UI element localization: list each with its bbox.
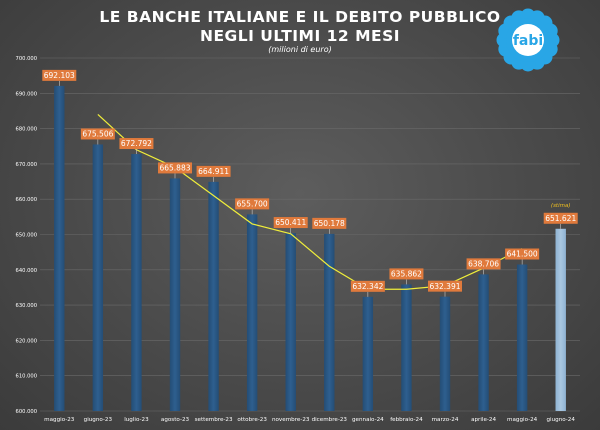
data-label: 665.883 [159, 164, 190, 173]
data-label-box [350, 280, 385, 292]
x-tick-label: maggio-24 [507, 417, 538, 423]
bar [131, 154, 142, 411]
data-label-box [158, 162, 192, 174]
bar [401, 284, 412, 411]
chart-title-line-1: LE BANCHE ITALIANE E IL DEBITO PUBBLICO [99, 8, 501, 26]
x-tick-label: agosto-23 [161, 417, 190, 423]
x-tick-label: febbraio-24 [390, 417, 423, 423]
data-label: 664.911 [198, 167, 229, 176]
bar [362, 296, 374, 411]
y-tick-label: 670.000 [16, 162, 37, 168]
data-label: 650.178 [314, 219, 345, 228]
x-tick-label: marzo-24 [432, 417, 459, 423]
bar [555, 228, 566, 411]
data-label-box [428, 280, 462, 292]
data-label-box [312, 217, 347, 229]
x-tick-label: dicembre-23 [312, 417, 348, 423]
x-tick-label: gennaio-24 [352, 417, 384, 423]
data-label-box [505, 248, 540, 260]
trend-line [97, 114, 523, 290]
fabi-logo: fabi [496, 8, 560, 72]
y-tick-label: 650.000 [16, 233, 37, 239]
data-label: 675.506 [82, 130, 113, 139]
x-tick-label: novembre-23 [272, 417, 310, 423]
data-label: 650.411 [275, 218, 306, 227]
x-tick-label: aprile-24 [471, 417, 496, 423]
y-tick-label: 600.000 [16, 409, 37, 415]
data-label: 655.700 [237, 200, 268, 209]
y-tick-label: 620.000 [16, 338, 37, 344]
y-tick-label: 630.000 [16, 303, 37, 309]
bar [285, 233, 296, 411]
x-tick-label: ottobre-23 [237, 417, 267, 423]
data-label: 632.391 [429, 282, 460, 291]
y-tick-label: 690.000 [16, 91, 37, 97]
data-label: 672.792 [121, 139, 152, 148]
logo-text: fabi [513, 33, 543, 49]
y-tick-label: 640.000 [16, 268, 37, 274]
data-label: 651.621 [545, 214, 576, 223]
x-tick-label: maggio-23 [44, 417, 75, 423]
data-label: 635.862 [391, 270, 422, 279]
bar [169, 178, 181, 411]
estimate-note: (stima) [551, 203, 571, 209]
data-label-box [543, 212, 578, 224]
x-tick-label: giugno-24 [547, 417, 576, 423]
x-tick-label: giugno-23 [84, 417, 113, 423]
chart-subtitle: (milioni di euro) [268, 45, 332, 54]
data-label-box [273, 217, 308, 229]
data-label: 641.500 [507, 250, 538, 259]
data-label-box [389, 268, 424, 280]
bar [54, 85, 65, 412]
chart-title-line-2: NEGLI ULTIMI 12 MESI [199, 27, 401, 45]
y-tick-label: 660.000 [16, 197, 37, 203]
data-label-box [119, 138, 154, 150]
data-label-box [196, 165, 231, 177]
bar [92, 144, 104, 412]
y-tick-label: 680.000 [16, 127, 37, 133]
data-label-box [466, 258, 501, 270]
x-tick-label: luglio-23 [124, 417, 149, 423]
y-tick-label: 700.000 [16, 56, 37, 62]
logo-center [512, 24, 544, 56]
bar [324, 233, 335, 411]
bar [439, 296, 451, 411]
bar [246, 214, 258, 411]
data-label-box [235, 198, 270, 210]
bar [478, 274, 489, 411]
data-label-box [80, 128, 115, 140]
bar [516, 264, 528, 411]
data-label: 632.342 [352, 282, 383, 291]
y-tick-label: 610.000 [16, 374, 37, 380]
data-label: 638.706 [468, 260, 499, 269]
bar [208, 181, 219, 411]
x-tick-label: settembre-23 [195, 417, 233, 423]
data-label: 692.103 [44, 71, 75, 80]
data-label-box [42, 69, 77, 81]
